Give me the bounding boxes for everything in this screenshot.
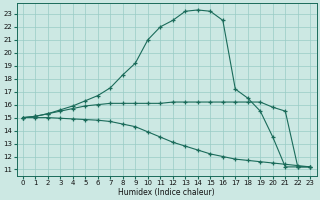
X-axis label: Humidex (Indice chaleur): Humidex (Indice chaleur) [118, 188, 215, 197]
